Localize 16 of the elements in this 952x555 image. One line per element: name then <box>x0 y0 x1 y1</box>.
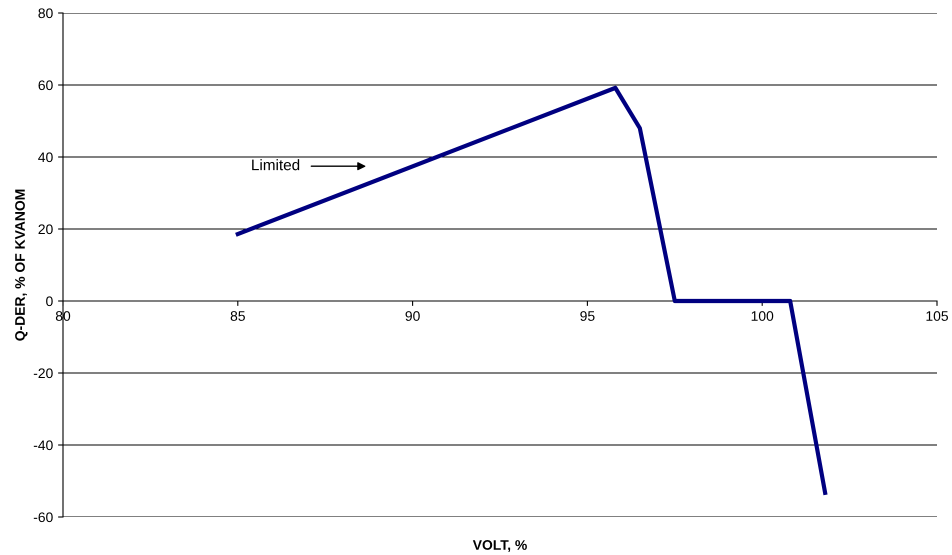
y-tick-label: -40 <box>34 440 53 450</box>
annotation: Limited <box>252 159 300 170</box>
y-tick-label: -60 <box>34 512 53 522</box>
x-axis-title: VOLT, % <box>472 540 527 552</box>
y-tick-label: 0 <box>46 296 53 306</box>
y-axis-title: Q-DER, % OF KVANOM <box>15 190 28 341</box>
y-tick-label: 80 <box>38 8 53 18</box>
y-tick-label: 60 <box>38 80 53 90</box>
y-tick-label: 20 <box>38 224 53 234</box>
x-tick-label: 95 <box>580 311 595 321</box>
y-tick-label: -20 <box>34 368 53 378</box>
x-tick-label: 85 <box>230 311 245 321</box>
x-tick-label: 105 <box>926 311 948 321</box>
x-tick-label: 100 <box>752 311 774 321</box>
y-tick-label: 40 <box>38 152 53 162</box>
x-tick-label: 90 <box>406 311 420 321</box>
